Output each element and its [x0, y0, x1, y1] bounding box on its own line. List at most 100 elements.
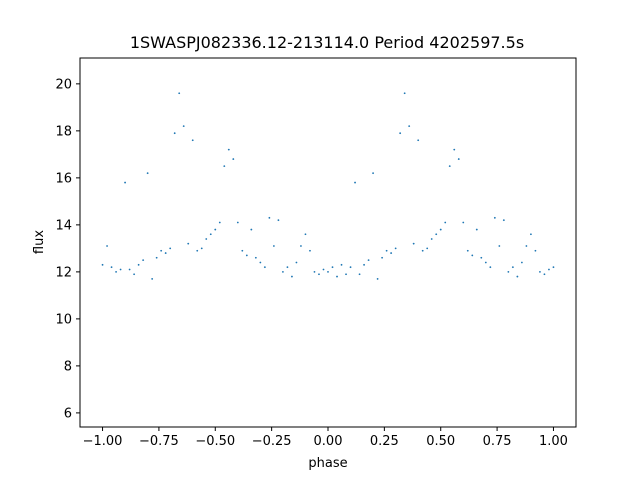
x-tick-label: −0.75	[139, 434, 179, 449]
data-point	[457, 158, 460, 160]
data-point	[439, 228, 442, 231]
data-point	[480, 256, 483, 259]
data-point	[245, 254, 248, 257]
data-point	[552, 266, 555, 269]
data-point	[313, 270, 316, 273]
data-point	[268, 216, 271, 219]
data-point	[164, 252, 167, 254]
data-point	[412, 242, 415, 245]
x-tick-label: −1.00	[83, 434, 123, 449]
data-point	[471, 254, 474, 257]
data-point	[530, 233, 532, 236]
data-point	[417, 139, 420, 142]
data-point	[173, 132, 176, 135]
data-point	[426, 247, 429, 250]
data-point	[214, 228, 217, 231]
data-point	[358, 273, 361, 276]
data-point	[520, 261, 523, 264]
data-point	[309, 249, 311, 252]
y-tick-label: 10	[55, 312, 72, 327]
y-tick-label: 16	[55, 171, 72, 186]
y-axis-title: flux	[32, 230, 47, 254]
data-point	[286, 266, 289, 269]
data-point	[498, 245, 501, 247]
data-point	[345, 273, 347, 276]
data-point	[403, 92, 406, 95]
data-point	[169, 247, 172, 250]
data-point	[502, 219, 505, 222]
data-point	[444, 221, 447, 224]
data-point	[390, 252, 393, 254]
data-point	[336, 275, 338, 278]
data-point	[250, 228, 253, 231]
x-axis-ticks: −1.00 −0.75 −0.50 −0.25 0.00 0.25 0.50 0.75 1.00	[83, 427, 568, 449]
data-point	[106, 245, 108, 247]
data-point	[349, 266, 352, 269]
x-tick-label: 1.00	[539, 434, 568, 449]
data-point	[376, 278, 379, 280]
data-point	[453, 148, 456, 151]
y-tick-label: 18	[55, 124, 72, 139]
data-point	[462, 221, 465, 224]
data-point	[178, 92, 181, 95]
data-point	[155, 256, 158, 259]
data-point	[300, 245, 302, 247]
data-point	[327, 270, 329, 273]
data-point	[435, 233, 438, 236]
data-point	[218, 221, 221, 224]
data-point	[124, 181, 126, 184]
data-point	[430, 238, 433, 240]
data-point	[133, 273, 136, 276]
data-point	[408, 125, 411, 128]
data-point	[151, 278, 154, 280]
data-point	[466, 249, 469, 252]
y-tick-label: 20	[55, 77, 72, 92]
data-point	[534, 249, 537, 252]
data-point	[291, 275, 293, 278]
data-point	[363, 263, 365, 266]
data-point	[489, 266, 492, 269]
data-point	[196, 249, 199, 252]
data-point	[209, 233, 212, 236]
data-point	[128, 268, 131, 271]
data-point	[227, 148, 230, 151]
x-tick-label: −0.50	[195, 434, 235, 449]
data-point	[322, 268, 325, 271]
data-point	[475, 228, 478, 231]
data-point	[263, 266, 266, 269]
data-point	[331, 266, 334, 269]
y-tick-label: 8	[64, 359, 72, 374]
data-point	[191, 139, 194, 142]
data-point	[187, 242, 190, 245]
data-point	[385, 249, 388, 252]
data-point	[304, 233, 307, 236]
data-point	[137, 263, 140, 266]
y-tick-label: 14	[55, 218, 72, 233]
data-point	[543, 273, 546, 276]
data-point	[548, 268, 550, 271]
x-tick-label: 0.25	[370, 434, 399, 449]
data-point	[318, 273, 320, 276]
x-tick-label: 0.50	[426, 434, 455, 449]
data-point	[115, 270, 117, 273]
data-point	[394, 247, 397, 250]
chart-title: 1SWASPJ082336.12-213114.0 Period 4202597…	[130, 33, 524, 52]
data-point	[340, 263, 343, 266]
data-point	[525, 245, 528, 247]
x-tick-label: 0.00	[314, 434, 343, 449]
data-point	[259, 261, 262, 264]
data-point	[142, 259, 145, 262]
data-point	[421, 249, 424, 252]
plot-frame	[79, 57, 577, 428]
data-point	[236, 221, 239, 224]
data-point	[354, 181, 356, 184]
data-points	[101, 92, 555, 280]
data-point	[101, 263, 104, 266]
data-point	[381, 256, 384, 259]
y-axis-ticks: 6 8 10 12 14 16 18 20	[55, 77, 80, 421]
data-point	[200, 247, 203, 250]
data-point	[182, 125, 185, 128]
data-point	[277, 219, 280, 222]
y-tick-label: 12	[55, 265, 72, 280]
